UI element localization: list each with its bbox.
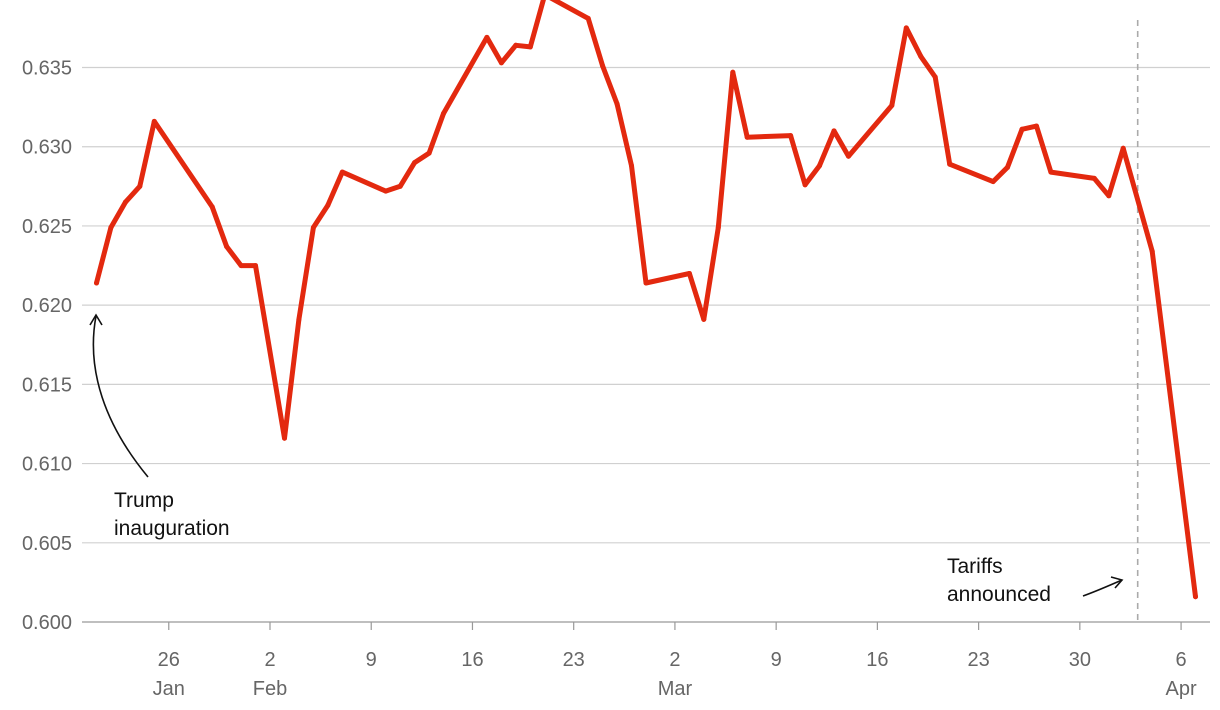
data-point <box>903 25 909 31</box>
data-point <box>715 225 721 230</box>
x-tick-label: 16 <box>866 649 888 671</box>
data-point <box>1120 145 1126 151</box>
x-tick-label: 16 <box>461 649 483 671</box>
data-point <box>1091 175 1097 181</box>
data-point <box>325 202 331 208</box>
x-tick-month-label: Feb <box>253 678 287 700</box>
data-point <box>817 163 822 169</box>
data-point <box>788 133 794 139</box>
y-tick-label: 0.605 <box>22 533 72 555</box>
data-point <box>1019 126 1025 132</box>
data-point <box>282 435 287 441</box>
y-tick-label: 0.600 <box>22 612 72 634</box>
tariffs-label-line-1: Tariffs <box>947 555 1003 578</box>
data-point <box>238 263 244 269</box>
series-line <box>94 0 1198 600</box>
y-tick-label: 0.625 <box>22 216 72 238</box>
data-point <box>947 161 953 167</box>
data-point <box>643 280 649 286</box>
data-point <box>730 69 736 75</box>
y-tick-label: 0.630 <box>22 137 72 159</box>
data-point <box>932 74 938 80</box>
data-point <box>527 44 533 50</box>
data-point <box>831 128 837 134</box>
data-point <box>629 163 634 169</box>
x-tick-month-label: Mar <box>658 678 693 700</box>
data-point <box>889 103 895 108</box>
data-point <box>224 244 230 249</box>
data-point <box>441 111 446 116</box>
data-point <box>426 150 432 156</box>
data-point <box>1034 123 1039 129</box>
data-point <box>498 60 504 66</box>
data-point <box>383 188 389 194</box>
data-point <box>701 316 707 322</box>
data-point <box>253 263 258 269</box>
data-point <box>600 63 606 69</box>
x-tick-label: 2 <box>669 649 680 671</box>
tariffs-annotation: Tariffs announced <box>947 555 1124 606</box>
y-tick-label: 0.620 <box>22 295 72 317</box>
data-point <box>802 182 808 188</box>
data-point <box>1149 248 1155 254</box>
x-tick-label: 23 <box>563 649 585 671</box>
gridlines <box>82 66 1210 623</box>
inauguration-arrow <box>92 315 149 478</box>
x-tick-label: 2 <box>264 649 275 671</box>
x-tick-label: 26 <box>158 649 180 671</box>
inauguration-arrowhead <box>89 313 103 326</box>
y-tick-label: 0.635 <box>22 58 72 80</box>
x-tick-month-label: Jan <box>153 678 185 700</box>
x-axis-ticks: 26 Jan 2 Feb 9 16 23 2 Mar 9 16 23 30 6 Apr <box>153 622 1197 700</box>
data-point <box>513 42 519 48</box>
data-point <box>1005 164 1010 170</box>
data-point <box>397 183 403 189</box>
data-point <box>108 225 114 230</box>
data-point <box>614 101 620 107</box>
x-tick-label: 9 <box>366 649 377 671</box>
inauguration-annotation: Trump inauguration <box>89 313 230 540</box>
series-points <box>94 15 1198 600</box>
data-point <box>209 204 215 210</box>
tariffs-arrowhead <box>1110 576 1124 589</box>
data-point <box>94 280 99 286</box>
data-point <box>310 225 316 230</box>
data-point <box>686 271 692 276</box>
data-point <box>137 183 143 189</box>
data-point <box>846 153 851 159</box>
x-tick-month-label: Apr <box>1166 678 1197 700</box>
tariffs-label-line-2: announced <box>947 583 1051 606</box>
x-tick-label: 6 <box>1176 649 1187 671</box>
data-point <box>122 199 128 205</box>
data-point <box>339 169 345 175</box>
data-point <box>1048 169 1054 175</box>
data-point <box>412 160 418 166</box>
data-point <box>585 15 591 21</box>
inauguration-label-line-1: Trump <box>114 489 174 512</box>
tariffs-arrow <box>1082 579 1123 597</box>
x-tick-label: 9 <box>771 649 782 671</box>
y-tick-label: 0.610 <box>22 454 72 476</box>
x-tick-label: 30 <box>1069 649 1091 671</box>
data-point <box>296 316 302 322</box>
y-tick-label: 0.615 <box>22 374 72 396</box>
data-point <box>484 34 490 40</box>
inauguration-label-line-2: inauguration <box>114 517 230 540</box>
data-point <box>744 134 750 140</box>
x-tick-label: 23 <box>967 649 989 671</box>
data-point <box>918 53 924 59</box>
data-point <box>990 179 996 185</box>
data-point <box>151 118 157 124</box>
data-point <box>1193 594 1198 600</box>
y-axis-ticks: 0.600 0.605 0.610 0.615 0.620 0.625 0.630 0.635 <box>22 58 72 634</box>
data-point <box>1106 193 1112 199</box>
